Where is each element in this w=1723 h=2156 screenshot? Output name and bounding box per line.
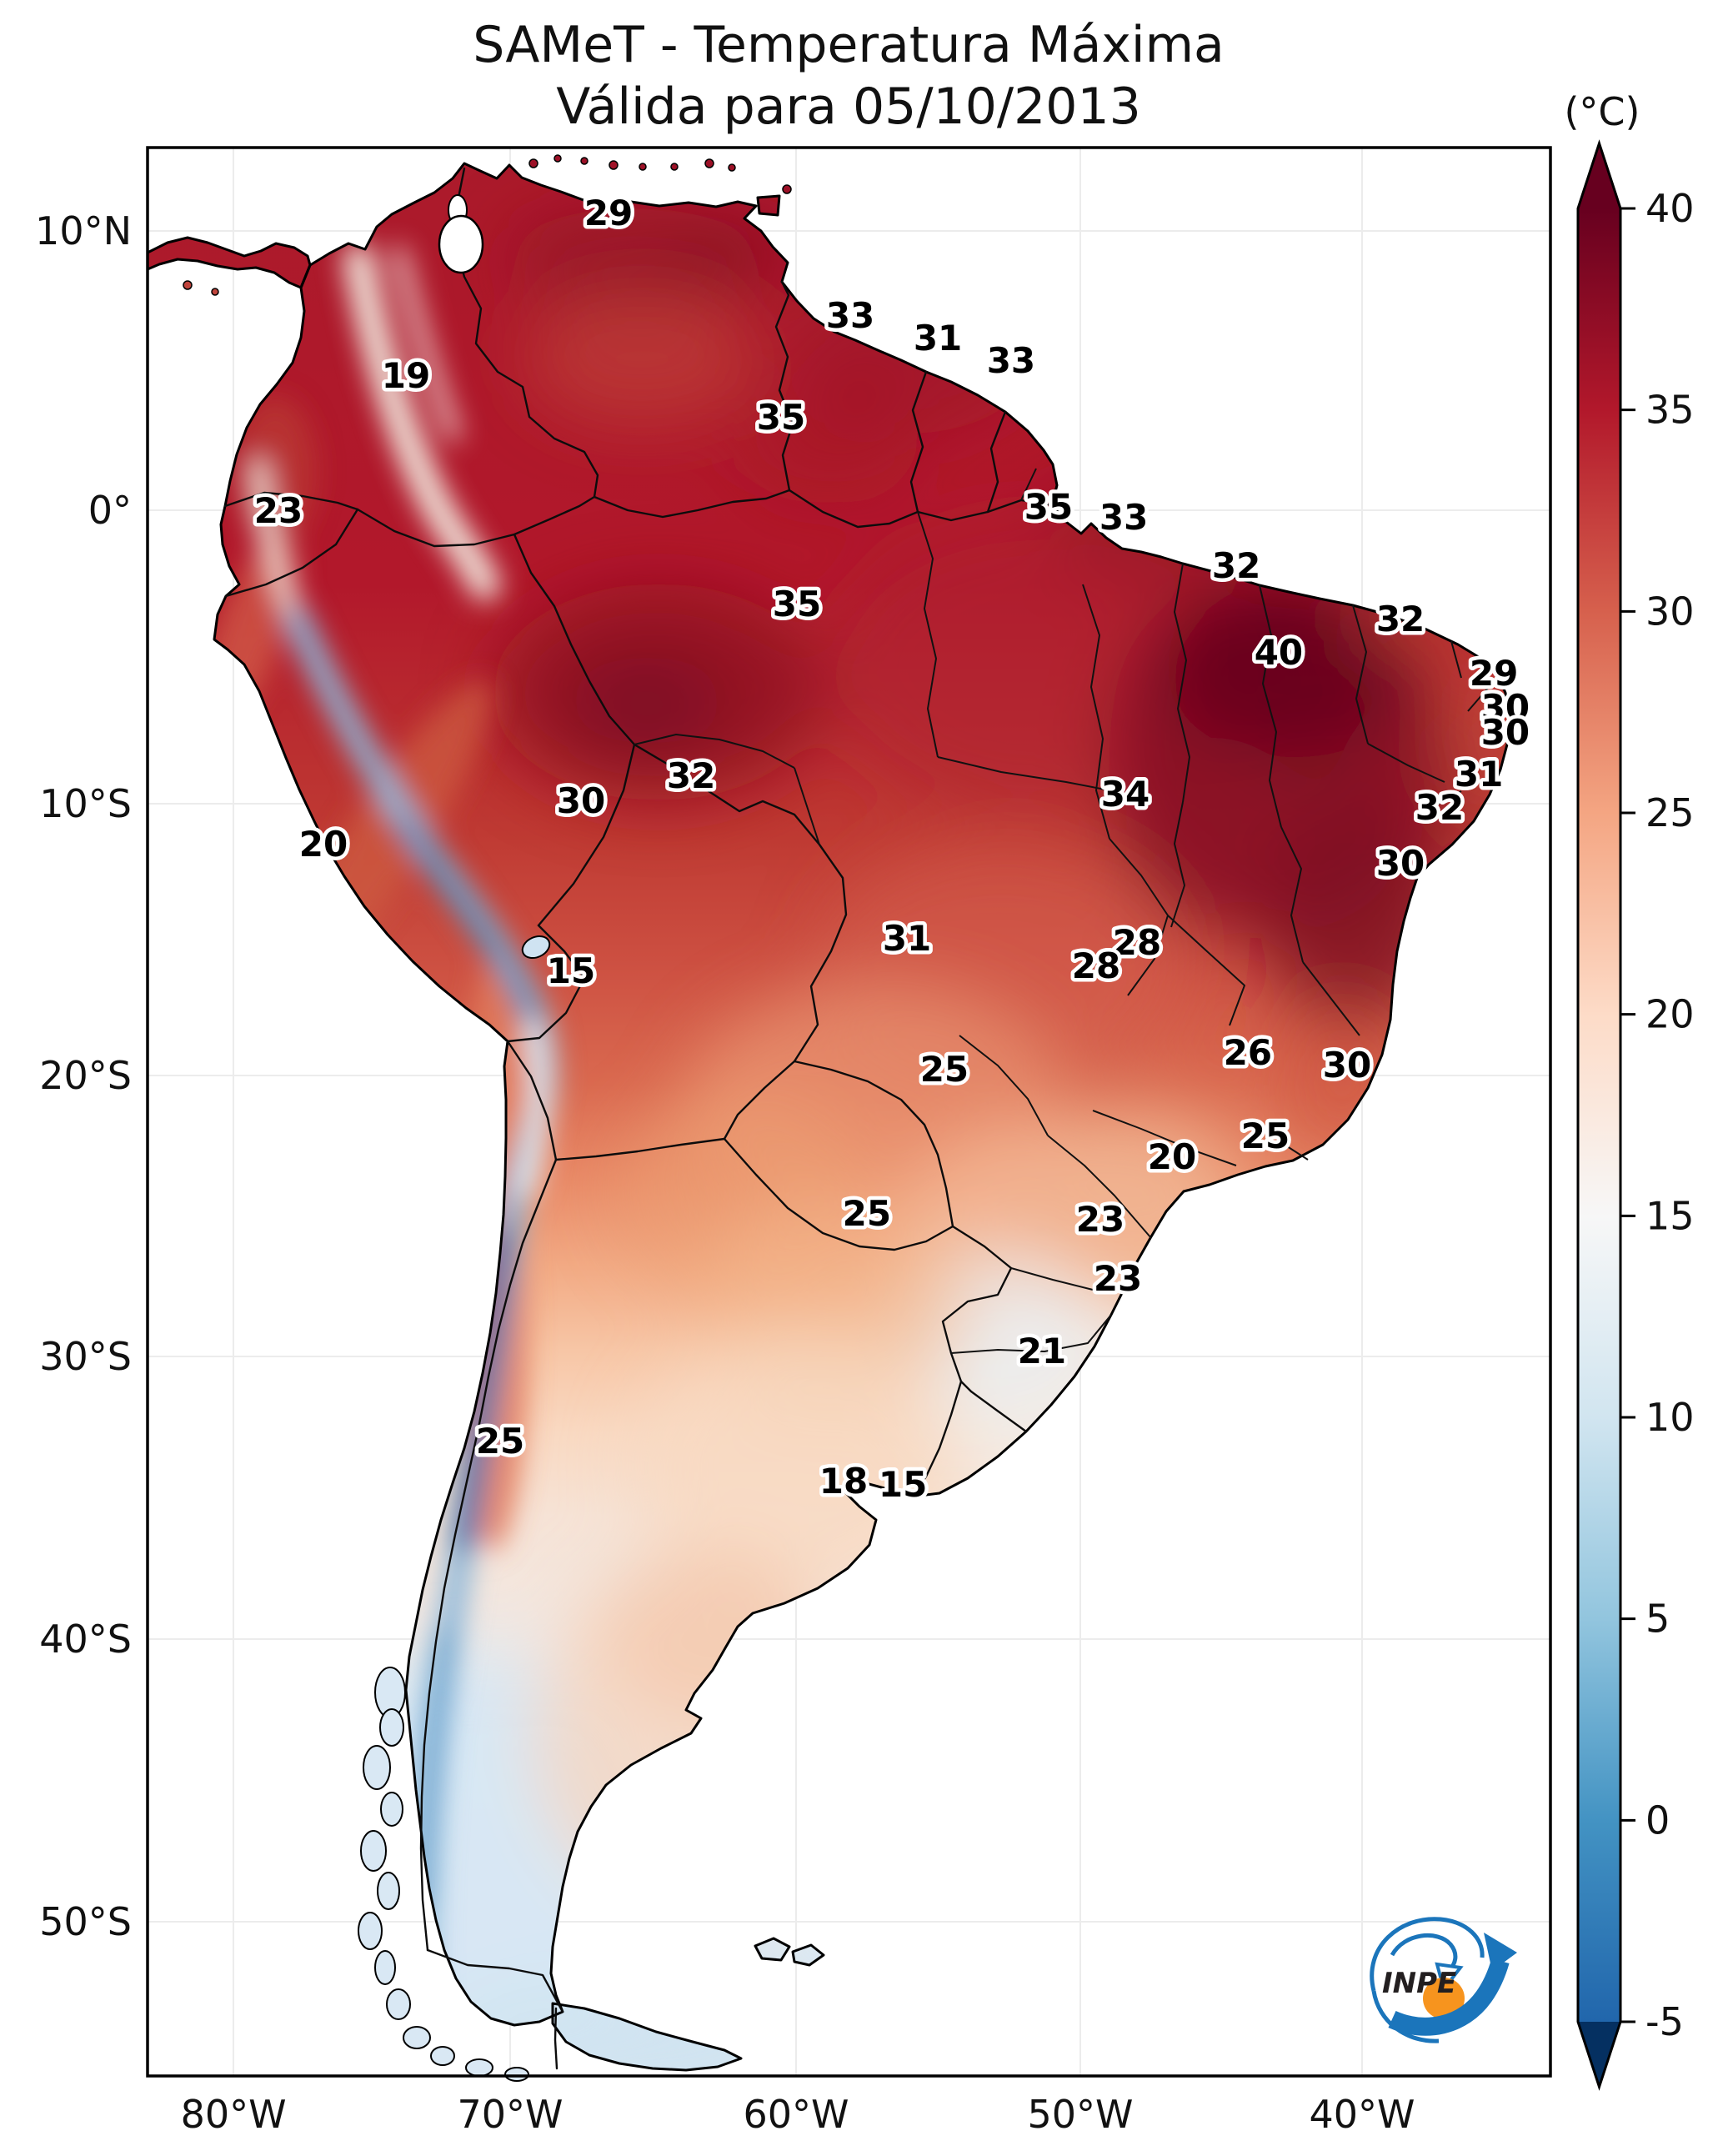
colorbar-ticks: 40 35 30 25 20 15 10 5 0 -5 — [1620, 186, 1695, 2044]
x-axis-tick-label: 80°W — [181, 2092, 287, 2137]
y-axis-ticks: 10°N 0° 10°S 20°S 30°S 40°S 50°S — [35, 208, 132, 1944]
x-axis-ticks: 80°W 70°W 60°W 50°W 40°W — [181, 2092, 1415, 2137]
colorbar-tick-label: -5 — [1645, 1999, 1684, 2044]
colorbar-extend-min — [1578, 2022, 1620, 2087]
temp-value-label: 25 — [843, 1193, 891, 1234]
temp-value-label: 23 — [1076, 1199, 1124, 1240]
temp-value-label: 26 — [1224, 1032, 1272, 1073]
x-axis-tick-label: 40°W — [1309, 2092, 1415, 2137]
x-axis-tick-label: 60°W — [743, 2092, 849, 2137]
colorbar-tick-label: 15 — [1645, 1193, 1695, 1238]
temp-value-label: 28 — [1072, 945, 1120, 986]
y-axis-tick-label: 10°N — [35, 208, 132, 253]
island-dots — [183, 154, 792, 296]
temp-value-label: 20 — [299, 824, 348, 865]
temp-value-label: 32 — [1212, 545, 1260, 586]
temp-value-label: 40 — [1255, 632, 1303, 673]
temp-value-label: 35 — [757, 397, 805, 438]
y-axis-tick-label: 40°S — [39, 1617, 132, 1662]
temp-value-label: 31 — [883, 918, 931, 959]
temp-value-label: 19 — [382, 355, 430, 396]
temp-value-label: 23 — [1094, 1258, 1142, 1299]
y-axis-tick-label: 0° — [88, 488, 132, 533]
temp-value-label: 30 — [1481, 712, 1530, 753]
temp-value-label: 25 — [476, 1421, 524, 1462]
temp-value-label: 18 — [819, 1461, 868, 1502]
temp-value-label: 31 — [914, 318, 962, 358]
temp-value-label: 29 — [1470, 653, 1518, 694]
colorbar-tick-label: 20 — [1645, 992, 1695, 1037]
temp-value-label: 34 — [1101, 774, 1150, 815]
x-axis-tick-label: 50°W — [1027, 2092, 1133, 2137]
temp-value-label: 29 — [584, 193, 633, 233]
temperature-field — [148, 163, 1509, 2070]
colorbar-tick-label: 10 — [1645, 1395, 1695, 1440]
temp-value-label: 28 — [1113, 922, 1161, 963]
temp-value-label: 25 — [920, 1049, 969, 1090]
temp-value-label: 32 — [1415, 787, 1464, 828]
colorbar — [1576, 139, 1622, 2091]
colorbar-tick-label: 30 — [1645, 589, 1695, 634]
temp-value-label: 30 — [1323, 1045, 1371, 1086]
temp-value-label: 32 — [667, 755, 715, 796]
colorbar-tick-label: 25 — [1645, 790, 1695, 835]
country-borders — [223, 167, 1054, 2070]
temp-value-label: 30 — [557, 780, 605, 821]
x-axis-tick-label: 70°W — [458, 2092, 563, 2137]
y-axis-tick-label: 10°S — [39, 781, 132, 826]
temp-value-label: 25 — [1241, 1116, 1290, 1156]
map-frame — [146, 146, 1552, 2078]
temp-value-label: 23 — [254, 490, 303, 531]
temp-value-label: 31 — [1455, 754, 1503, 795]
figure-title-line2: Válida para 05/10/2013 — [556, 78, 1141, 136]
colorbar-gradient — [1578, 208, 1620, 2022]
temp-value-label: 35 — [1024, 487, 1073, 528]
logo-swoosh-arrow — [1388, 1958, 1510, 2036]
y-axis-tick-label: 20°S — [39, 1053, 132, 1098]
inpe-logo: INPE — [1370, 1917, 1517, 2043]
lakes — [438, 194, 551, 960]
colorbar-tick-label: 0 — [1645, 1798, 1670, 1843]
figure-title-line1: SAMeT - Temperatura Máxima — [473, 16, 1225, 74]
temp-value-label: 15 — [879, 1464, 927, 1505]
temp-value-label: 30 — [1481, 687, 1530, 728]
colorbar-extend-max — [1578, 143, 1620, 208]
temp-value-label: 33 — [826, 295, 874, 336]
temp-value-label: 30 — [1376, 843, 1425, 884]
temp-value-label: 35 — [773, 584, 821, 624]
logo-arrowhead-icon — [1484, 1933, 1517, 1971]
state-borders — [634, 468, 1490, 1354]
y-axis-tick-label: 50°S — [39, 1899, 132, 1944]
archipelago — [358, 1667, 529, 2082]
temp-value-label: 21 — [1018, 1331, 1066, 1371]
colorbar-tick-label: 35 — [1645, 388, 1695, 433]
temp-value-label: 20 — [1148, 1136, 1196, 1177]
temp-value-label: 33 — [1099, 497, 1148, 538]
logo-text: INPE — [1382, 1967, 1456, 2000]
colorbar-tick-label: 40 — [1645, 186, 1695, 231]
temp-value-label: 33 — [987, 340, 1035, 381]
logo-orange-dot — [1423, 1978, 1465, 2019]
y-axis-tick-label: 30°S — [39, 1334, 132, 1379]
colorbar-tick-label: 5 — [1645, 1597, 1670, 1642]
temp-value-label: 32 — [1376, 599, 1425, 639]
temp-value-label: 15 — [547, 950, 595, 991]
colorbar-unit-label: (°C) — [1564, 89, 1640, 134]
